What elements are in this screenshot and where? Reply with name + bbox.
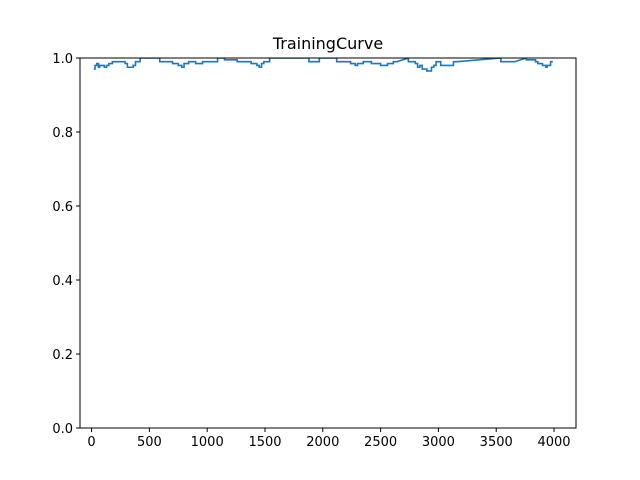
- plot-frame: [79, 57, 577, 429]
- y-tick-label: 0.0: [52, 422, 73, 437]
- y-tick-label: 0.8: [52, 126, 73, 141]
- x-axis-ticks: 0 500 1000 1500 2000 2500 3000 3500 4000: [87, 428, 571, 450]
- y-tick-label: 1.0: [52, 52, 73, 67]
- series-layer: [93, 58, 553, 72]
- series-line: [93, 58, 553, 72]
- y-tick-label: 0.2: [52, 348, 73, 363]
- y-tick-label: 0.4: [52, 274, 73, 289]
- x-tick-label: 3000: [422, 435, 455, 450]
- y-tick-label: 0.6: [52, 200, 73, 215]
- x-tick-label: 2500: [364, 435, 397, 450]
- x-tick-label: 3500: [480, 435, 513, 450]
- chart-title: TrainingCurve: [272, 34, 383, 53]
- x-tick-label: 500: [137, 435, 162, 450]
- y-axis-ticks: 0.0 0.2 0.4 0.6 0.8 1.0: [52, 52, 80, 437]
- x-tick-label: 0: [87, 435, 95, 450]
- x-tick-label: 1500: [248, 435, 281, 450]
- x-tick-label: 2000: [306, 435, 339, 450]
- x-tick-label: 1000: [191, 435, 224, 450]
- x-tick-label: 4000: [537, 435, 570, 450]
